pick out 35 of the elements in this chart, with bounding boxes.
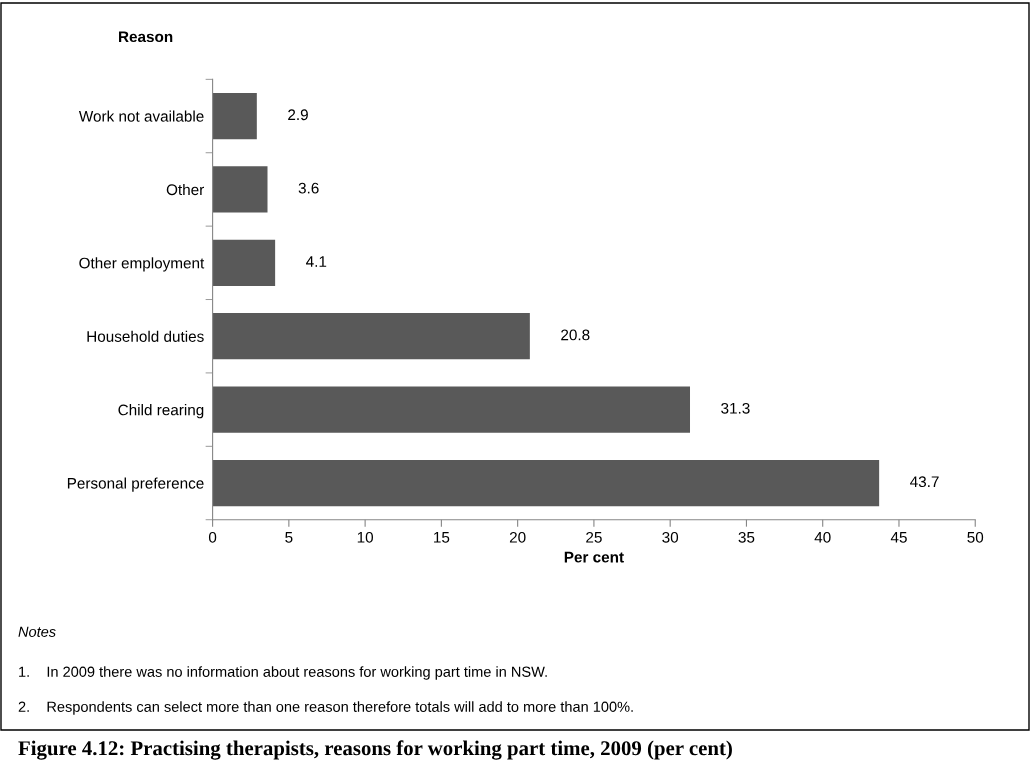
data-label: 4.1	[306, 256, 327, 267]
x-tick-label: 25	[586, 531, 602, 543]
bar	[212, 386, 691, 433]
y-tick-label: Other employment	[79, 257, 205, 272]
data-label: 20.8	[561, 329, 590, 341]
bar	[212, 239, 276, 286]
x-tick-label: 50	[967, 531, 984, 543]
x-tick-label: 30	[662, 531, 679, 543]
y-tick-label: Work not available	[78, 110, 204, 122]
text: 2. Respondents can select more than one reason therefore totals will add to more than 100%.	[18, 701, 633, 715]
x-tick-label: 0	[208, 531, 217, 543]
x-tick-label: 15	[434, 532, 450, 543]
x-tick-label: 10	[357, 531, 374, 543]
bar	[212, 313, 530, 360]
x-tick-label: 45	[890, 532, 907, 543]
text: 1. In 2009 there was no information about reasons for working part time in NSW.	[19, 666, 547, 680]
data-label: 43.7	[910, 476, 939, 488]
y-tick-label: Child rearing	[118, 404, 204, 419]
bar	[212, 92, 257, 140]
bar	[212, 459, 880, 507]
y-tick-label: Other	[166, 183, 205, 196]
x-axis-title: Per cent	[564, 551, 624, 563]
y-tick-label: Personal preference	[67, 477, 204, 492]
text: Figure 4.12: Practising therapists, reasons for working part time, 2009 (per cent)	[18, 740, 732, 760]
x-tick-label: 35	[738, 531, 755, 543]
bar	[212, 166, 268, 213]
text: Notes	[18, 626, 56, 637]
data-label: 2.9	[288, 109, 308, 121]
x-tick-label: 40	[814, 531, 831, 543]
x-tick-label: 20	[509, 531, 526, 543]
y-axis-title: Reason	[119, 31, 173, 43]
y-tick-label: Household duties	[87, 330, 204, 342]
x-tick-label: 5	[285, 532, 293, 543]
data-label: 31.3	[721, 402, 750, 414]
data-label: 3.6	[298, 182, 319, 194]
